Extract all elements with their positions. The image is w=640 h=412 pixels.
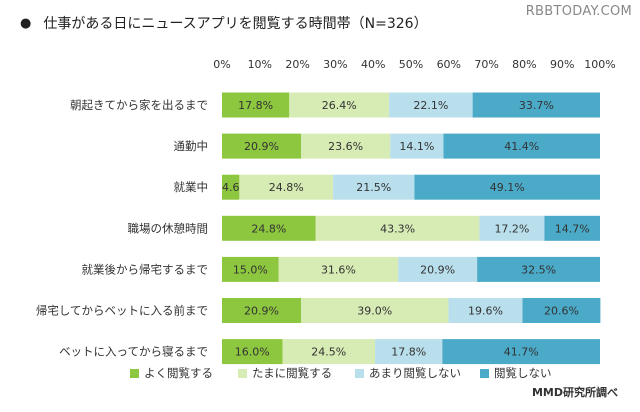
- title-bullet-icon: ●: [20, 15, 32, 31]
- category-label: 就業後から帰宅するまで: [82, 262, 209, 276]
- data-label: 49.1%: [490, 181, 525, 194]
- data-label: 19.6%: [468, 305, 503, 318]
- data-label: 39.0%: [357, 305, 392, 318]
- data-label: 17.2%: [494, 222, 529, 235]
- data-label: 32.5%: [521, 263, 556, 276]
- legend-swatch: [238, 369, 247, 378]
- x-tick-label: 50%: [399, 58, 423, 71]
- category-label: ベットに入ってから寝るまで: [59, 345, 208, 359]
- category-label: 就業中: [174, 180, 209, 194]
- data-label: 20.9%: [244, 305, 279, 318]
- legend-swatch: [480, 369, 489, 378]
- x-tick-label: 90%: [550, 58, 574, 71]
- bar-segment: [479, 215, 545, 241]
- chart-title-text: 仕事がある日にニュースアプリを閲覧する時間帯（N=326）: [43, 16, 428, 32]
- data-label: 14.1%: [399, 140, 434, 153]
- legend-swatch: [355, 369, 364, 378]
- bar-segment: [239, 174, 334, 200]
- data-label: 21.5%: [356, 181, 391, 194]
- bar-segment: [315, 215, 480, 241]
- bar-segment: [375, 339, 443, 365]
- bar-segment: [389, 92, 473, 118]
- legend-label: よく閲覧する: [144, 366, 213, 380]
- bar-segment: [544, 215, 600, 241]
- category-label: 通勤中: [174, 139, 209, 153]
- data-label: 17.8%: [238, 99, 273, 112]
- data-label: 24.8%: [269, 181, 304, 194]
- data-label: 20.9%: [420, 263, 455, 276]
- bar-segment: [301, 298, 449, 323]
- data-label: 24.5%: [311, 346, 346, 359]
- watermark: RBBTODAY.COM: [525, 4, 632, 19]
- bar-segment: [289, 92, 390, 118]
- x-tick-label: 80%: [512, 58, 536, 71]
- data-label: 41.7%: [504, 346, 539, 359]
- data-label: 31.6%: [321, 263, 356, 276]
- x-tick-label: 70%: [474, 58, 498, 71]
- data-label: 26.4%: [322, 99, 357, 112]
- bar-segment: [414, 174, 600, 200]
- data-label: 14.7%: [555, 222, 590, 235]
- legend-label: あまり閲覧しない: [369, 366, 461, 380]
- x-tick-label: 30%: [323, 58, 347, 71]
- bar-segment: [282, 339, 376, 365]
- bar-segment: [222, 339, 283, 365]
- category-label: 朝起きてから家を出るまで: [70, 98, 208, 112]
- bar-segment: [222, 298, 302, 323]
- bar-segment: [222, 256, 279, 282]
- bar-segment: [390, 133, 444, 159]
- x-tick-label: 60%: [437, 58, 461, 71]
- data-label: 24.8%: [251, 222, 286, 235]
- x-tick-label: 10%: [248, 58, 272, 71]
- bar-segment: [443, 133, 600, 159]
- legend-swatch: [130, 369, 139, 378]
- x-tick-label: 100%: [584, 58, 615, 71]
- data-label: 17.8%: [391, 346, 426, 359]
- data-label: 23.6%: [328, 140, 363, 153]
- chart-title: ● 仕事がある日にニュースアプリを閲覧する時間帯（N=326）: [20, 12, 428, 34]
- data-label: 22.1%: [413, 99, 448, 112]
- data-label: 16.0%: [235, 346, 270, 359]
- bar-segment: [333, 174, 415, 200]
- legend-label: 閲覧しない: [494, 366, 552, 380]
- data-label: 15.0%: [233, 263, 268, 276]
- x-tick-label: 0%: [213, 58, 230, 71]
- legend-label: たまに閲覧する: [252, 366, 332, 380]
- category-label: 帰宅してからベットに入る前まで: [36, 304, 208, 318]
- data-label: 41.4%: [504, 140, 539, 153]
- bar-segment: [477, 256, 600, 282]
- bar-segment: [278, 256, 399, 282]
- data-label: 20.9%: [244, 140, 279, 153]
- bar-segment: [301, 133, 391, 159]
- bar-segment: [398, 256, 478, 282]
- data-label: 43.3%: [380, 222, 415, 235]
- bar-segment: [222, 174, 240, 200]
- x-tick-label: 20%: [285, 58, 309, 71]
- bar-segment: [222, 133, 302, 159]
- bar-segment: [222, 92, 290, 118]
- data-label: 20.6%: [544, 305, 579, 318]
- x-tick-label: 40%: [361, 58, 385, 71]
- bar-segment: [222, 215, 316, 241]
- bar-segment: [442, 339, 600, 365]
- bar-segment: [448, 298, 523, 323]
- data-label: 33.7%: [519, 99, 554, 112]
- source-credit: MMD研究所調べ: [531, 386, 618, 399]
- bar-segment: [472, 92, 600, 118]
- category-label: 職場の休憩時間: [128, 221, 209, 235]
- bar-segment: [522, 298, 601, 323]
